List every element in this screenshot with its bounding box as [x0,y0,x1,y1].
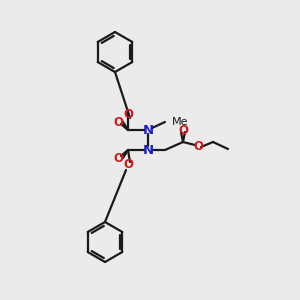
Text: O: O [193,140,203,154]
Text: Me: Me [172,117,188,127]
Text: O: O [123,109,133,122]
Text: N: N [142,143,154,157]
Text: O: O [123,158,133,172]
Text: O: O [178,124,188,136]
Text: N: N [142,124,154,136]
Text: O: O [113,152,123,164]
Text: O: O [113,116,123,128]
